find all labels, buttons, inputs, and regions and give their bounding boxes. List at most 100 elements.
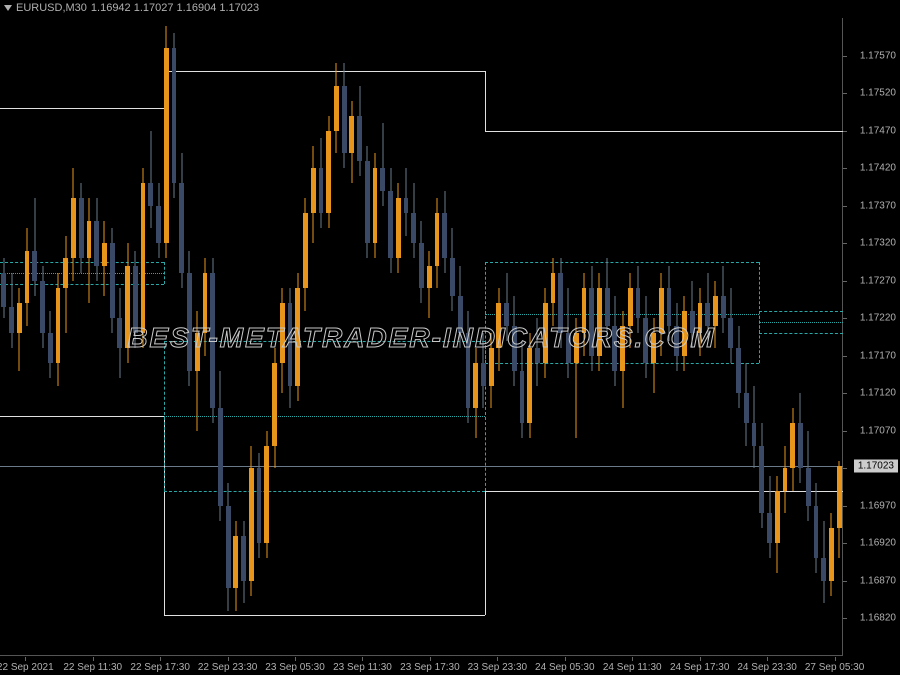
candle [56, 18, 61, 656]
candle [195, 18, 200, 656]
candle [334, 18, 339, 656]
candle [767, 18, 772, 656]
candle [744, 18, 749, 656]
candle [659, 18, 664, 656]
candle [63, 18, 68, 656]
x-tick-label: 22 Sep 17:30 [130, 662, 190, 673]
candle [775, 18, 780, 656]
y-tick-label: 1.17470 [860, 125, 896, 136]
candle [79, 18, 84, 656]
candle [759, 18, 764, 656]
candle [535, 18, 540, 656]
candle [172, 18, 177, 656]
candle [396, 18, 401, 656]
candle [721, 18, 726, 656]
candle [419, 18, 424, 656]
candle [512, 18, 517, 656]
candle [40, 18, 45, 656]
candle [404, 18, 409, 656]
candle [814, 18, 819, 656]
candle [558, 18, 563, 656]
y-axis: 1.175701.175201.174701.174201.173701.173… [843, 18, 900, 656]
candle [264, 18, 269, 656]
candle [280, 18, 285, 656]
candle [326, 18, 331, 656]
candle [566, 18, 571, 656]
candle [48, 18, 53, 656]
y-tick-label: 1.17170 [860, 350, 896, 361]
candle [435, 18, 440, 656]
candle [458, 18, 463, 656]
y-tick-label: 1.17320 [860, 238, 896, 249]
candle [442, 18, 447, 656]
candle [25, 18, 30, 656]
candle [821, 18, 826, 656]
candle [705, 18, 710, 656]
x-tick-label: 23 Sep 23:30 [468, 662, 528, 673]
y-tick-label: 1.16820 [860, 613, 896, 624]
candle [628, 18, 633, 656]
candle [141, 18, 146, 656]
candle [133, 18, 138, 656]
dropdown-icon[interactable] [4, 5, 12, 11]
y-tick-label: 1.17270 [860, 275, 896, 286]
candle [427, 18, 432, 656]
candle [117, 18, 122, 656]
plot-area[interactable] [0, 18, 843, 656]
candle [783, 18, 788, 656]
candle [667, 18, 672, 656]
x-tick-label: 23 Sep 11:30 [333, 662, 392, 673]
y-tick-label: 1.17120 [860, 388, 896, 399]
candle [589, 18, 594, 656]
candle [790, 18, 795, 656]
candle [380, 18, 385, 656]
candle [319, 18, 324, 656]
candle [620, 18, 625, 656]
candle [829, 18, 834, 656]
candle [148, 18, 153, 656]
candle [365, 18, 370, 656]
candle [527, 18, 532, 656]
candle [249, 18, 254, 656]
candle [187, 18, 192, 656]
chart-header: EURUSD,M30 1.16942 1.17027 1.16904 1.170… [4, 2, 259, 14]
candle [179, 18, 184, 656]
candle [94, 18, 99, 656]
candle [473, 18, 478, 656]
x-tick-label: 27 Sep 05:30 [805, 662, 865, 673]
x-tick-label: 23 Sep 05:30 [265, 662, 325, 673]
candle [226, 18, 231, 656]
candle [1, 18, 6, 656]
candle [342, 18, 347, 656]
candle [690, 18, 695, 656]
candle [156, 18, 161, 656]
candle [466, 18, 471, 656]
candle [450, 18, 455, 656]
candle [388, 18, 393, 656]
candle [698, 18, 703, 656]
candle [373, 18, 378, 656]
candle [713, 18, 718, 656]
x-tick-label: 23 Sep 17:30 [400, 662, 460, 673]
candle [203, 18, 208, 656]
ohlc-label: 1.16942 1.17027 1.16904 1.17023 [91, 2, 259, 14]
y-tick-label: 1.17420 [860, 163, 896, 174]
candle [798, 18, 803, 656]
candle [496, 18, 501, 656]
candle [71, 18, 76, 656]
candle [582, 18, 587, 656]
candle [612, 18, 617, 656]
x-tick-label: 24 Sep 05:30 [535, 662, 595, 673]
chart-container: EURUSD,M30 1.16942 1.17027 1.16904 1.170… [0, 0, 900, 675]
candle [728, 18, 733, 656]
candle [643, 18, 648, 656]
candle [504, 18, 509, 656]
symbol-label: EURUSD,M30 [16, 2, 87, 14]
x-tick-label: 22 Sep 23:30 [198, 662, 258, 673]
candle [806, 18, 811, 656]
candle [87, 18, 92, 656]
candle [125, 18, 130, 656]
x-tick-label: 22 Sep 11:30 [63, 662, 122, 673]
candle [272, 18, 277, 656]
candle [551, 18, 556, 656]
